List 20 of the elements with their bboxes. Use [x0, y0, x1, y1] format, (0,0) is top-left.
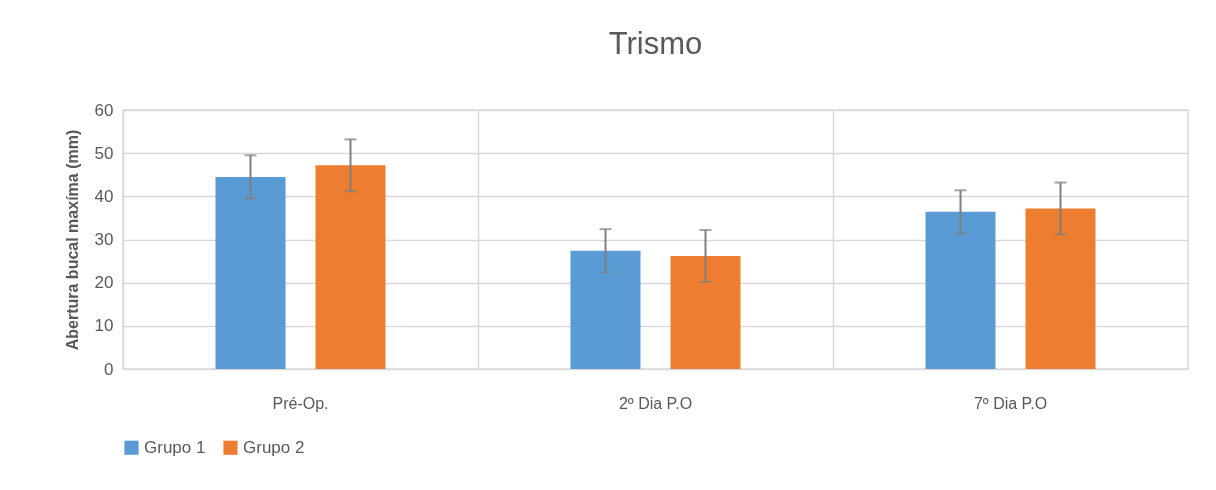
- bar: [315, 165, 386, 369]
- y-axis-title: Abertura bucal maxíma (mm): [63, 129, 81, 351]
- x-tick-label: Pré-Op.: [272, 394, 329, 412]
- y-tick-label: 40: [94, 186, 114, 206]
- x-tick-label: 2º Dia P.O: [618, 394, 693, 412]
- y-tick-label: 30: [94, 230, 114, 249]
- legend-label: Grupo 2: [243, 437, 305, 457]
- y-tick-label: 10: [94, 316, 114, 336]
- x-tick-label: 7º Dia P.O: [973, 394, 1048, 412]
- chart-title: Trismo: [608, 26, 703, 61]
- bar: [670, 255, 741, 369]
- bar: [1025, 208, 1096, 369]
- y-tick-label: 60: [94, 100, 114, 120]
- y-tick-label: 50: [94, 143, 114, 163]
- y-tick-label: 20: [94, 273, 114, 293]
- bar: [925, 211, 996, 369]
- bar: [215, 176, 286, 369]
- bar: [570, 250, 641, 369]
- legend-label: Grupo 1: [144, 437, 206, 457]
- y-tick-label: 0: [104, 359, 114, 379]
